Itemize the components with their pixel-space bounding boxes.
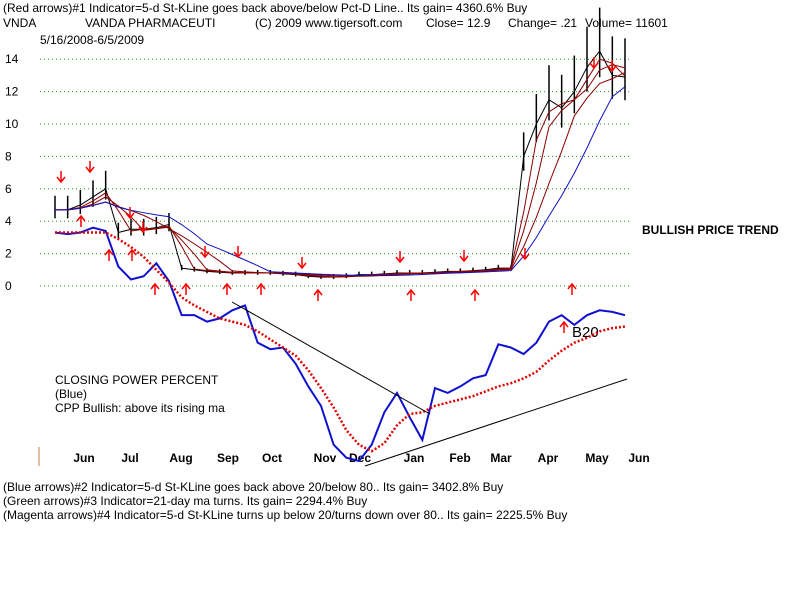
arrow-head xyxy=(104,248,114,256)
arrow-head xyxy=(567,282,577,290)
header-line1: (Red arrows)#1 Indicator=5-d St-KLine go… xyxy=(3,1,528,15)
buy-arrow xyxy=(313,288,323,301)
x-tick-label-feb: Feb xyxy=(449,451,470,465)
y-tick-label: 14 xyxy=(5,52,19,66)
buy-arrow xyxy=(76,214,86,227)
ma-very-long xyxy=(55,86,626,277)
change-value: Change= .21 xyxy=(508,16,578,30)
cpp-line xyxy=(54,226,626,463)
footer-line3: (Magenta arrows)#4 Indicator=5-d St-KLin… xyxy=(3,508,568,522)
sell-arrow xyxy=(395,251,405,264)
arrow-head xyxy=(127,248,137,256)
sell-arrow xyxy=(607,60,617,73)
copyright: (C) 2009 www.tigersoft.com xyxy=(255,16,403,30)
x-tick-label-oct: Oct xyxy=(262,451,282,465)
x-tick-label-may: May xyxy=(585,451,609,465)
sell-arrow xyxy=(459,250,469,263)
x-tick-label-jan: Jan xyxy=(404,451,425,465)
y-tick-label: 6 xyxy=(5,182,12,196)
arrow-head xyxy=(200,251,210,259)
sell-arrow xyxy=(589,57,599,70)
buy-arrow xyxy=(406,288,416,301)
ticker: VNDA xyxy=(3,16,37,30)
volume-value: Volume= 11601 xyxy=(585,16,668,30)
arrow-head xyxy=(395,256,405,264)
arrow-head xyxy=(313,288,323,296)
sell-arrow xyxy=(520,248,530,261)
cpp-ma-line xyxy=(55,231,626,453)
bullish-price-trend-label: BULLISH PRICE TREND xyxy=(642,223,779,237)
x-tick-label-jun: Jun xyxy=(628,451,649,465)
x-tick-label-aug: Aug xyxy=(169,451,192,465)
arrow-head xyxy=(222,282,232,290)
date-range: 5/16/2008-6/5/2009 xyxy=(40,33,145,47)
buy-arrow xyxy=(559,320,569,333)
sell-arrow xyxy=(138,221,148,234)
ma-medium xyxy=(55,64,626,278)
cpp-bullish-note: CPP Bullish: above its rising ma xyxy=(55,401,225,415)
arrow-head xyxy=(470,288,480,296)
buy-arrow xyxy=(256,282,266,295)
sell-arrow xyxy=(56,171,66,184)
y-tick-label: 2 xyxy=(5,247,12,261)
footer-line1: (Blue arrows)#2 Indicator=5-d St-KLine g… xyxy=(3,480,504,494)
company-name: VANDA PHARMACEUTI xyxy=(85,16,216,30)
arrow-head xyxy=(256,282,266,290)
buy-arrow xyxy=(567,282,577,295)
x-tick-label-jun: Jun xyxy=(73,451,94,465)
arrow-head xyxy=(85,166,95,174)
y-tick-label: 0 xyxy=(5,279,12,293)
cpp-color-note: (Blue) xyxy=(55,387,88,401)
b20-label: B20 xyxy=(572,324,599,341)
price-line xyxy=(55,50,626,278)
sell-arrow xyxy=(233,246,243,259)
sell-arrow xyxy=(200,246,210,259)
buy-arrow xyxy=(127,248,137,261)
arrow-head xyxy=(150,282,160,290)
arrow-head xyxy=(589,62,599,70)
buy-arrow xyxy=(470,288,480,301)
arrow-head xyxy=(233,251,243,259)
x-tick-label-mar: Mar xyxy=(490,451,512,465)
x-tick-label-nov: Nov xyxy=(314,451,337,465)
sell-arrow xyxy=(85,161,95,174)
arrow-head xyxy=(76,214,86,222)
close-value: Close= 12.9 xyxy=(426,16,491,30)
x-tick-label-sep: Sep xyxy=(217,451,239,465)
cpp-title: CLOSING POWER PERCENT xyxy=(55,373,219,387)
arrow-head xyxy=(559,320,569,328)
arrow-head xyxy=(459,255,469,263)
buy-arrow xyxy=(181,282,191,295)
y-tick-label: 8 xyxy=(5,149,12,163)
buy-arrow xyxy=(104,248,114,261)
arrow-head xyxy=(406,288,416,296)
downtrend-line xyxy=(231,301,431,415)
arrow-head xyxy=(56,176,66,184)
ma-long xyxy=(55,72,626,277)
y-tick-label: 4 xyxy=(5,214,12,228)
y-tick-label: 12 xyxy=(5,85,19,99)
y-tick-label: 10 xyxy=(5,117,19,131)
footer-line2: (Green arrows)#3 Indicator=21-day ma tur… xyxy=(3,494,368,508)
arrow-head xyxy=(138,226,148,234)
buy-arrow xyxy=(222,282,232,295)
arrow-head xyxy=(520,253,530,261)
arrow-head xyxy=(297,262,307,270)
sell-arrow xyxy=(297,257,307,270)
arrow-head xyxy=(125,212,135,220)
sell-arrow xyxy=(125,207,135,220)
arrow-head xyxy=(607,65,617,73)
buy-arrow xyxy=(150,282,160,295)
x-tick-label-apr: Apr xyxy=(538,451,559,465)
uptrend-line xyxy=(364,378,628,467)
x-tick-label-jul: Jul xyxy=(121,451,138,465)
arrow-head xyxy=(181,282,191,290)
